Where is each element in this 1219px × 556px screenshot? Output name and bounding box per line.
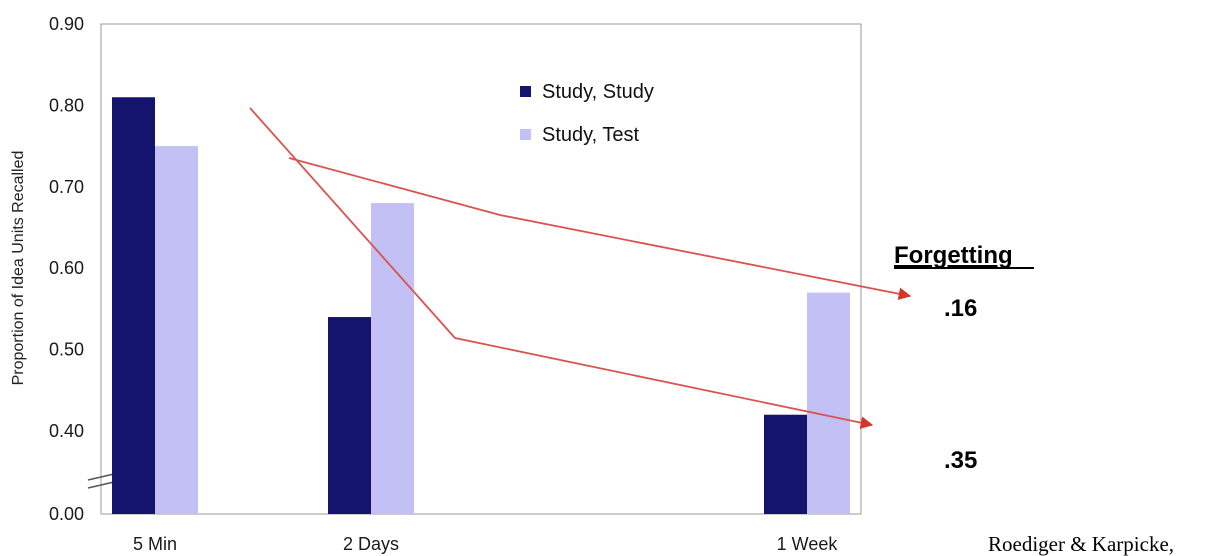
arrow-study-test — [288, 157, 912, 300]
forgetting-title: Forgetting — [894, 242, 1013, 269]
legend-label-study-test: Study, Test — [542, 124, 640, 146]
bar-study-study-1 — [328, 317, 371, 514]
legend-label-study-study: Study, Study — [542, 81, 654, 103]
legend-swatch-study-study — [520, 86, 531, 97]
forgetting-arrows — [249, 107, 912, 429]
forgetting-value-study-study: .35 — [944, 447, 977, 474]
bar-study-test-2 — [807, 292, 850, 514]
y-tick-label: 0.90 — [49, 14, 84, 34]
x-tick-label: 1 Week — [777, 534, 839, 554]
bar-study-test-0 — [155, 146, 198, 514]
y-tick-label: 0.40 — [49, 421, 84, 441]
y-tick-labels: 0.00 0.40 0.50 0.60 0.70 0.80 0.90 — [49, 14, 84, 524]
bar-study-study-2 — [764, 414, 807, 514]
legend-swatch-study-test — [520, 129, 531, 140]
x-tick-label: 5 Min — [133, 534, 177, 554]
bars-group — [112, 97, 850, 514]
bar-study-test-1 — [371, 203, 414, 514]
bar-study-study-0 — [112, 97, 155, 514]
citation: Roediger & Karpicke, — [988, 532, 1174, 556]
y-tick-label: 0.70 — [49, 177, 84, 197]
y-tick-label: 0.00 — [49, 504, 84, 524]
y-tick-label: 0.80 — [49, 95, 84, 115]
axis-break-mark — [87, 473, 115, 489]
forgetting-value-study-test: .16 — [944, 295, 977, 322]
y-tick-label: 0.60 — [49, 258, 84, 278]
plot-area — [100, 23, 862, 515]
y-axis-label: Proportion of Idea Units Recalled — [10, 151, 27, 386]
y-tick-label: 0.50 — [49, 340, 84, 360]
arrow-study-study — [249, 107, 874, 429]
x-tick-labels: 5 Min 2 Days 1 Week — [133, 534, 838, 554]
legend: Study, Study Study, Test — [520, 81, 654, 146]
x-tick-label: 2 Days — [343, 534, 399, 554]
